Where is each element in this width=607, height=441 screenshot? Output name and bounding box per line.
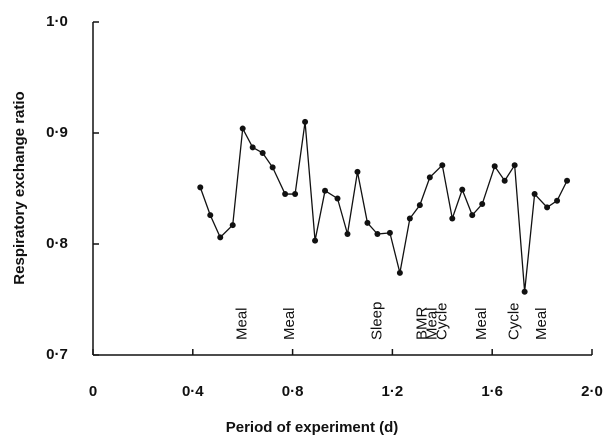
point	[531, 191, 538, 198]
point	[229, 222, 236, 229]
point	[491, 163, 498, 170]
point	[259, 149, 266, 156]
point	[386, 229, 393, 236]
point	[334, 195, 341, 202]
annotation: BMR	[413, 307, 430, 341]
point	[354, 168, 361, 175]
x-tick-label: 0	[89, 383, 97, 400]
point	[217, 234, 224, 241]
point	[479, 201, 486, 208]
point	[322, 187, 329, 194]
point	[426, 174, 433, 181]
annotation: Meal	[234, 307, 251, 340]
point	[416, 202, 423, 209]
annotation: Meal	[281, 307, 298, 340]
point	[521, 288, 528, 295]
point	[439, 162, 446, 169]
point	[364, 219, 371, 226]
point	[239, 125, 246, 132]
point	[544, 204, 551, 211]
x-tick-label: 1·6	[481, 383, 503, 400]
point	[406, 215, 413, 222]
annotation: Cycle	[506, 302, 523, 340]
x-tick-label: 1·2	[382, 383, 404, 400]
y-tick-label: 0·9	[46, 124, 68, 141]
point	[302, 118, 309, 125]
annotation: Meal	[423, 307, 440, 340]
x-tick-label: 0·4	[182, 383, 204, 400]
point	[396, 269, 403, 276]
x-tick-label: 0·8	[282, 383, 304, 400]
point	[292, 191, 299, 198]
point	[197, 184, 204, 191]
point	[564, 177, 571, 184]
point	[374, 231, 381, 238]
y-tick-label: 0·7	[46, 346, 68, 363]
point	[249, 144, 256, 151]
x-axis-title: Period of experiment (d)	[226, 419, 399, 436]
point	[459, 186, 466, 193]
point	[269, 164, 276, 171]
point	[501, 177, 508, 184]
annotation: Cycle	[433, 302, 450, 340]
y-axis-title: Respiratory exchange ratio	[11, 91, 28, 284]
point	[344, 231, 351, 238]
point	[312, 237, 319, 244]
y-tick-label: 1·0	[46, 13, 68, 30]
point	[554, 197, 561, 204]
annotation: Meal	[473, 307, 490, 340]
annotation: Meal	[533, 307, 550, 340]
annotation: Sleep	[368, 302, 385, 340]
point	[282, 191, 289, 198]
x-tick-label: 2·0	[581, 383, 603, 400]
point	[207, 212, 214, 219]
point	[469, 212, 476, 219]
point	[511, 162, 518, 169]
point	[449, 215, 456, 222]
y-tick-label: 0·8	[46, 235, 68, 252]
